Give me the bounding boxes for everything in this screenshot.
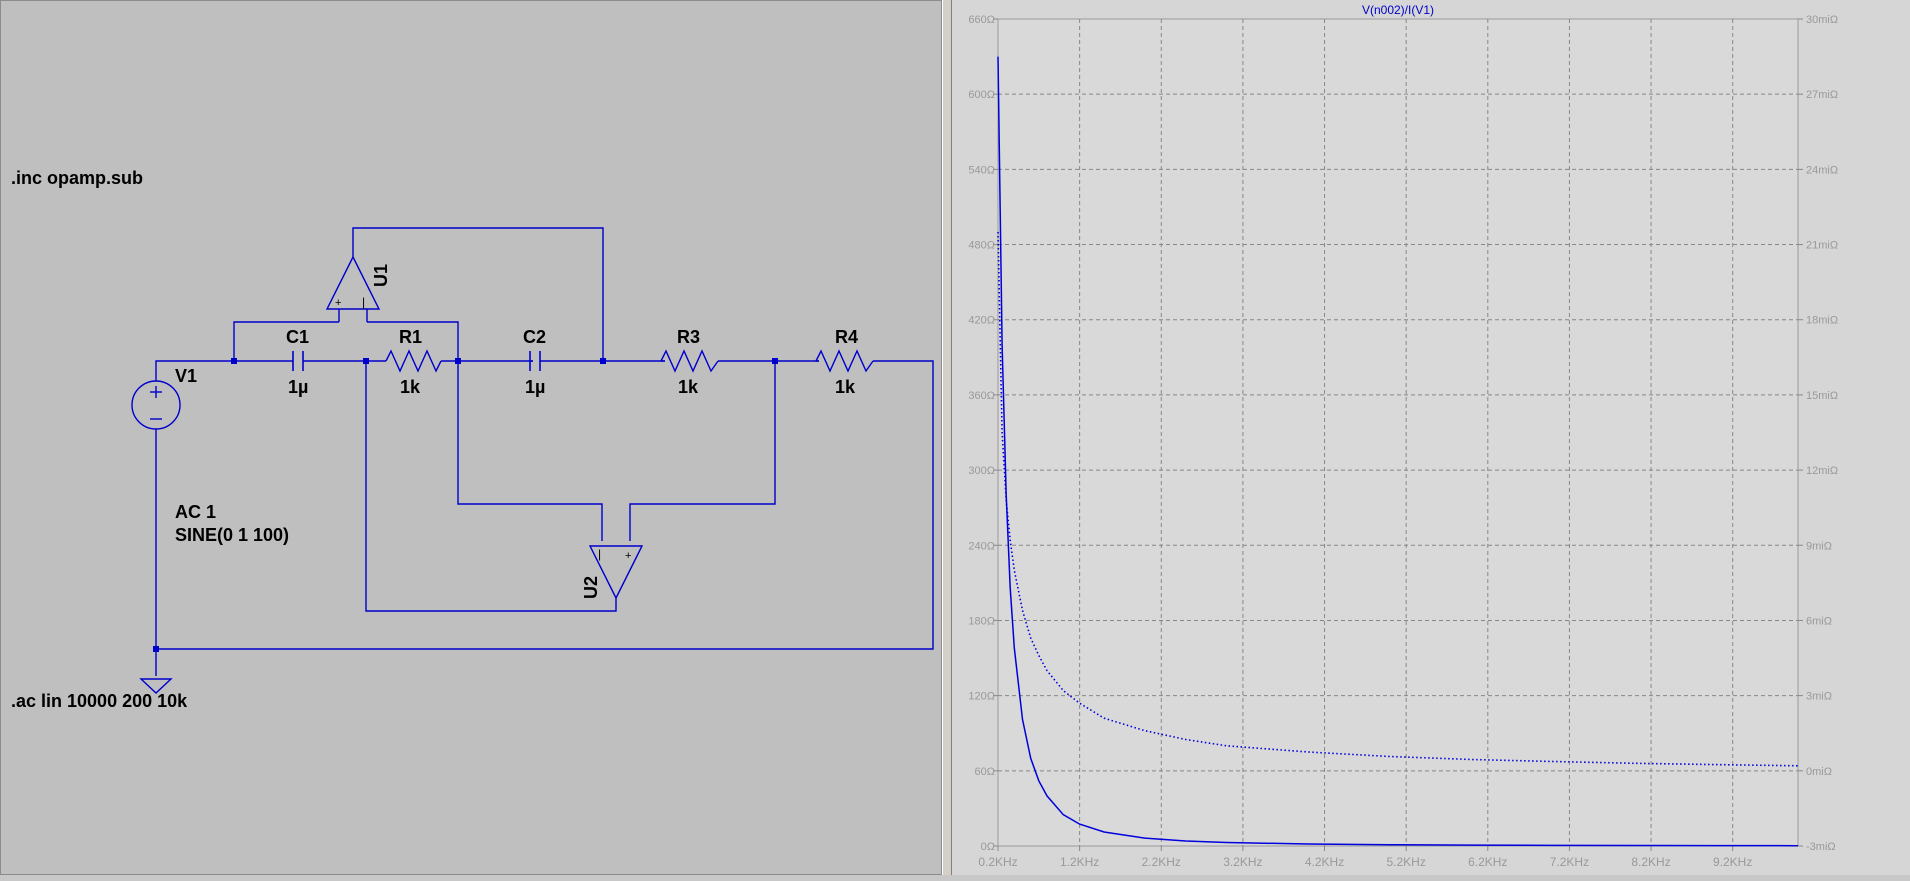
waveform-plot[interactable]: 0Ω 60Ω 120Ω 180Ω 240Ω 300Ω 360Ω 420Ω 480Ω 540Ω 600… bbox=[952, 0, 1910, 875]
wire bbox=[154, 360, 934, 650]
waveform-viewer-pane[interactable]: 0Ω 60Ω 120Ω 180Ω 240Ω 300Ω 360Ω 420Ω 480Ω 540Ω 600… bbox=[952, 0, 1910, 875]
v1-value-line2[interactable]: SINE(0 1 100) bbox=[175, 525, 289, 545]
right-tick-label: 27miΩ bbox=[1806, 89, 1838, 101]
wire bbox=[233, 321, 339, 361]
resistor-r4[interactable] bbox=[815, 349, 874, 373]
junction-dot bbox=[153, 646, 159, 652]
r1-label: R1 bbox=[399, 327, 422, 347]
trace-solid bbox=[997, 56, 1799, 847]
wire bbox=[457, 361, 603, 541]
right-tick-label: 18miΩ bbox=[1806, 315, 1838, 327]
right-tick-label: 24miΩ bbox=[1806, 164, 1838, 176]
wires bbox=[154, 227, 934, 676]
left-tick-label: 240Ω bbox=[968, 540, 995, 552]
c1-label: C1 bbox=[286, 327, 309, 347]
plot-title[interactable]: V(n002)/I(V1) bbox=[1362, 3, 1434, 17]
right-tick-label: 21miΩ bbox=[1806, 240, 1838, 252]
r3-value[interactable]: 1k bbox=[678, 377, 699, 397]
right-tick-label: -3miΩ bbox=[1806, 841, 1836, 853]
svg-text:|: | bbox=[362, 295, 365, 309]
x-tick-label: 2.2KHz bbox=[1142, 855, 1181, 869]
x-tick-label: 4.2KHz bbox=[1305, 855, 1344, 869]
ground-icon bbox=[139, 678, 173, 694]
traces bbox=[997, 56, 1799, 847]
grid bbox=[998, 19, 1798, 846]
x-axis: 0.2KHz 1.2KHz 2.2KHz 3.2KHz 4.2KHz 5.2KHz 6.2K… bbox=[978, 846, 1752, 869]
capacitor-c2[interactable] bbox=[529, 351, 541, 371]
u1-label: U1 bbox=[371, 264, 391, 287]
v1-label: V1 bbox=[175, 366, 197, 386]
ac-analysis-directive[interactable]: .ac lin 10000 200 10k bbox=[11, 691, 188, 711]
c2-value[interactable]: 1µ bbox=[525, 377, 545, 397]
left-tick-label: 540Ω bbox=[968, 164, 995, 176]
x-tick-label: 5.2KHz bbox=[1386, 855, 1425, 869]
left-tick-label: 600Ω bbox=[968, 89, 995, 101]
x-tick-label: 7.2KHz bbox=[1550, 855, 1589, 869]
left-tick-label: 0Ω bbox=[981, 841, 995, 853]
schematic-pane[interactable]: + | | + .inc opamp.sub .ac lin 10000 200… bbox=[0, 0, 942, 875]
r3-label: R3 bbox=[677, 327, 700, 347]
x-tick-label: 0.2KHz bbox=[978, 855, 1017, 869]
left-tick-label: 180Ω bbox=[968, 615, 995, 627]
x-tick-label: 8.2KHz bbox=[1631, 855, 1670, 869]
r1-value[interactable]: 1k bbox=[400, 377, 421, 397]
wire bbox=[365, 361, 617, 612]
right-tick-label: 6miΩ bbox=[1806, 615, 1832, 627]
right-tick-label: 9miΩ bbox=[1806, 540, 1832, 552]
wire bbox=[629, 361, 776, 541]
capacitor-c1[interactable] bbox=[292, 351, 304, 371]
resistor-r1[interactable] bbox=[385, 349, 442, 373]
opamp-u2[interactable]: | + bbox=[588, 545, 644, 600]
left-axis: 0Ω 60Ω 120Ω 180Ω 240Ω 300Ω 360Ω 420Ω 480Ω 540Ω 600… bbox=[968, 14, 998, 853]
junction-dot bbox=[363, 358, 369, 364]
x-tick-label: 1.2KHz bbox=[1060, 855, 1099, 869]
svg-text:+: + bbox=[625, 550, 631, 562]
junction-dot bbox=[231, 358, 237, 364]
left-tick-label: 360Ω bbox=[968, 390, 995, 402]
svg-text:|: | bbox=[598, 547, 601, 561]
junction-dot bbox=[600, 358, 606, 364]
left-tick-label: 60Ω bbox=[975, 766, 995, 778]
left-tick-label: 300Ω bbox=[968, 465, 995, 477]
r4-label: R4 bbox=[835, 327, 858, 347]
include-directive[interactable]: .inc opamp.sub bbox=[11, 168, 143, 188]
left-tick-label: 480Ω bbox=[968, 240, 995, 252]
right-tick-label: 0miΩ bbox=[1806, 766, 1832, 778]
right-tick-label: 15miΩ bbox=[1806, 390, 1838, 402]
junction-dot bbox=[772, 358, 778, 364]
plot-area[interactable] bbox=[997, 18, 1799, 847]
u2-label: U2 bbox=[581, 576, 601, 599]
x-tick-label: 6.2KHz bbox=[1468, 855, 1507, 869]
voltage-source-v1[interactable] bbox=[131, 380, 181, 430]
wire bbox=[155, 360, 234, 381]
left-tick-label: 420Ω bbox=[968, 315, 995, 327]
left-tick-label: 660Ω bbox=[968, 14, 995, 26]
v1-value-line1[interactable]: AC 1 bbox=[175, 502, 216, 522]
schematic-canvas[interactable]: + | | + .inc opamp.sub .ac lin 10000 200… bbox=[1, 1, 943, 876]
pane-splitter[interactable] bbox=[942, 0, 952, 875]
wire bbox=[367, 321, 459, 361]
x-tick-label: 9.2KHz bbox=[1713, 855, 1752, 869]
junctions bbox=[153, 358, 778, 652]
junction-dot bbox=[455, 358, 461, 364]
c2-label: C2 bbox=[523, 327, 546, 347]
right-axis: -3miΩ 0miΩ 3miΩ 6miΩ 9miΩ 12miΩ 15miΩ 18miΩ 21mi… bbox=[1798, 14, 1838, 853]
c1-value[interactable]: 1µ bbox=[288, 377, 308, 397]
resistor-r3[interactable] bbox=[660, 349, 719, 373]
opamp-u1[interactable]: + | bbox=[325, 255, 381, 322]
x-tick-label: 3.2KHz bbox=[1223, 855, 1262, 869]
svg-text:+: + bbox=[335, 297, 341, 309]
right-tick-label: 30miΩ bbox=[1806, 14, 1838, 26]
r4-value[interactable]: 1k bbox=[835, 377, 856, 397]
right-tick-label: 12miΩ bbox=[1806, 465, 1838, 477]
trace-dotted bbox=[997, 231, 1799, 767]
left-tick-label: 120Ω bbox=[968, 691, 995, 703]
wire bbox=[352, 227, 604, 361]
right-tick-label: 3miΩ bbox=[1806, 691, 1832, 703]
